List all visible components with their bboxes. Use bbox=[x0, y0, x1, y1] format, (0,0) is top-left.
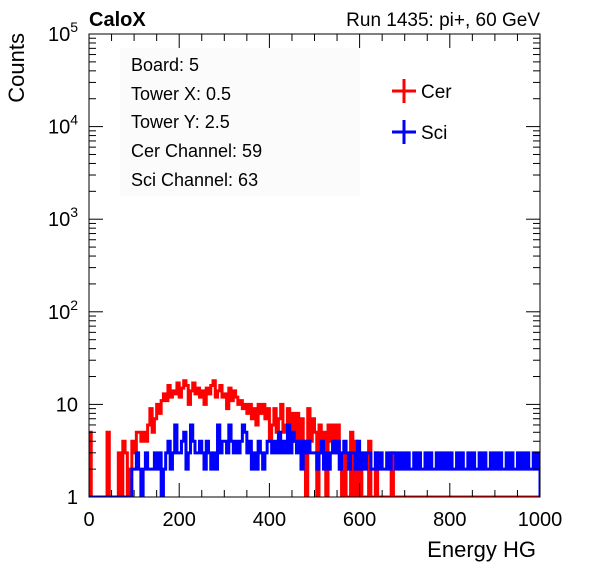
x-tick-label: 200 bbox=[163, 509, 196, 531]
info-box-background bbox=[120, 48, 360, 196]
y-tick-base: 1 bbox=[67, 487, 78, 509]
info-sci-channel: Sci Channel: 63 bbox=[131, 170, 258, 190]
info-cer-channel: Cer Channel: 59 bbox=[131, 141, 262, 161]
y-tick-exponent: 4 bbox=[70, 112, 78, 128]
y-tick-label: 104 bbox=[48, 112, 78, 139]
x-tick-label: 600 bbox=[343, 509, 376, 531]
y-tick-exponent: 2 bbox=[70, 297, 78, 313]
info-board: Board: 5 bbox=[131, 55, 199, 75]
legend: Cer Sci bbox=[392, 79, 452, 144]
y-tick-label: 1 bbox=[67, 487, 78, 509]
y-tick-base: 10 bbox=[48, 24, 70, 46]
y-tick-label: 10 bbox=[56, 394, 78, 416]
legend-sci-label: Sci bbox=[421, 123, 447, 144]
series-sci-line bbox=[89, 423, 540, 497]
y-tick-label: 105 bbox=[48, 19, 78, 46]
legend-entry-cer: Cer bbox=[392, 79, 452, 103]
y-axis-label: Counts bbox=[4, 33, 29, 103]
info-tower-y: Tower Y: 2.5 bbox=[131, 112, 230, 132]
x-axis-label: Energy HG bbox=[427, 537, 536, 562]
x-tick-label: 1000 bbox=[518, 509, 563, 531]
info-tower-x: Tower X: 0.5 bbox=[131, 84, 231, 104]
x-tick-label: 0 bbox=[83, 509, 94, 531]
y-tick-base: 10 bbox=[56, 394, 78, 416]
x-tick-label: 400 bbox=[253, 509, 286, 531]
series-layer bbox=[89, 379, 540, 497]
plot-frame bbox=[88, 33, 541, 498]
y-tick-exponent: 5 bbox=[70, 19, 78, 35]
y-tick-exponent: 3 bbox=[70, 204, 78, 220]
legend-cer-label: Cer bbox=[421, 82, 452, 103]
y-tick-base: 10 bbox=[48, 117, 70, 139]
legend-entry-sci: Sci bbox=[392, 120, 447, 144]
y-tick-base: 10 bbox=[48, 302, 70, 324]
info-box: Board: 5 Tower X: 0.5 Tower Y: 2.5 Cer C… bbox=[120, 48, 360, 196]
y-tick-label: 103 bbox=[48, 204, 78, 231]
title-right: Run 1435: pi+, 60 GeV bbox=[346, 10, 540, 31]
x-tick-label: 800 bbox=[433, 509, 466, 531]
y-tick-base: 10 bbox=[48, 209, 70, 231]
series-cer-line bbox=[89, 379, 540, 497]
title-left: CaloX bbox=[89, 9, 146, 31]
y-tick-label: 102 bbox=[48, 297, 78, 324]
